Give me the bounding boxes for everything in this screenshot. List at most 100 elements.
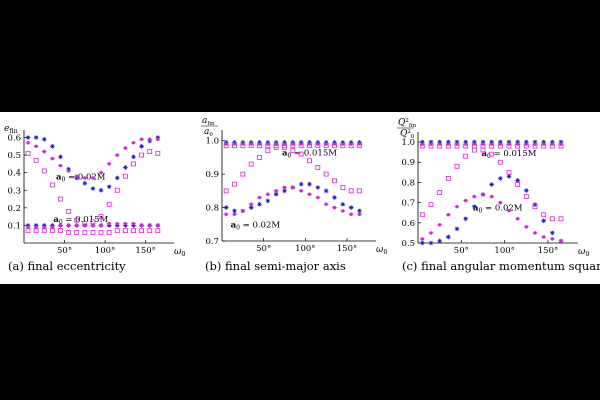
data-point-square: [315, 165, 321, 170]
data-point-square: [90, 230, 96, 235]
data-point-star: [332, 195, 337, 200]
data-point-square: [323, 143, 329, 149]
data-point-square: [74, 230, 80, 235]
caption-a: (a) final eccentricity: [8, 259, 126, 273]
data-point-square: [240, 171, 246, 177]
data-point-star: [446, 234, 451, 240]
data-point-square: [139, 152, 145, 158]
series-2: [25, 149, 161, 227]
data-point-star: [282, 188, 287, 194]
data-point-square: [437, 190, 443, 195]
data-point-square: [223, 143, 229, 149]
data-point-star: [98, 187, 104, 193]
y-tick-label: 0.7: [205, 237, 219, 247]
data-point-square: [58, 196, 63, 202]
data-point-star: [524, 188, 529, 193]
y-tick-label: 0.2: [7, 204, 21, 214]
series-4: [25, 221, 161, 229]
y-tick-label: 0.5: [7, 151, 21, 161]
data-point-star: [33, 135, 39, 140]
data-point-square: [223, 188, 229, 194]
data-point-square: [106, 201, 112, 207]
data-point-star: [550, 139, 555, 145]
y-axis-label: efin: [4, 124, 18, 135]
data-point-square: [98, 214, 104, 220]
data-point-square: [82, 230, 88, 235]
data-point-square: [66, 230, 72, 235]
data-point-star: [357, 208, 362, 214]
data-point-square: [307, 158, 312, 164]
data-point-square: [66, 208, 72, 214]
data-point-square: [348, 143, 354, 149]
series-2: [419, 147, 564, 222]
chart-0: 50° 100° 150° 0.1 0.2 0.3 0.4 0.5 0.6 ω0 efin a0 = …: [4, 124, 185, 258]
x-tick-label: 150°: [337, 244, 357, 254]
data-point-square: [323, 171, 329, 177]
data-point-star: [550, 230, 555, 236]
y-tick-label: 0.6: [7, 134, 21, 144]
data-point-square: [419, 143, 425, 149]
data-point-square: [155, 150, 161, 156]
y-tick-label: 0.6: [401, 219, 415, 229]
series-3: [420, 139, 564, 145]
data-point-star: [437, 139, 442, 145]
data-point-star: [131, 223, 136, 228]
data-point-square: [248, 143, 254, 149]
data-point-star: [340, 201, 346, 207]
data-point-square: [257, 143, 262, 149]
data-point-square: [541, 143, 547, 149]
data-point-square: [315, 143, 321, 149]
y-axis-label-denominator: Q20: [400, 129, 415, 140]
data-point-square: [265, 143, 271, 149]
x-tick-label: 100°: [494, 246, 514, 256]
data-point-star: [498, 139, 503, 145]
y-axis-label-numerator: afin: [202, 116, 215, 127]
x-axis-label: ω0: [578, 247, 589, 258]
data-point-star: [437, 238, 442, 244]
data-point-star: [524, 139, 529, 145]
data-point-square: [147, 228, 153, 234]
figure-panel: 50° 100° 150° 0.1 0.2 0.3 0.4 0.5 0.6 ω0 efin a0 = …: [0, 112, 600, 284]
data-point-square: [139, 228, 145, 234]
data-point-square: [232, 181, 237, 187]
data-point-star: [498, 176, 503, 181]
series-1: [223, 185, 362, 216]
data-point-square: [332, 143, 337, 149]
data-point-star: [123, 165, 128, 170]
data-point-square: [98, 230, 104, 235]
data-point-square: [445, 143, 451, 149]
series-annotation: a0 = 0.02M: [473, 204, 523, 215]
data-point-square: [445, 175, 451, 181]
data-point-star: [506, 139, 512, 145]
data-point-square: [58, 228, 63, 234]
data-point-square: [232, 143, 237, 149]
data-point-square: [332, 178, 337, 184]
y-tick-label: 0.1: [7, 221, 21, 231]
data-point-square: [541, 212, 547, 218]
data-point-star: [428, 139, 434, 145]
data-point-star: [541, 218, 546, 224]
data-point-square: [428, 202, 434, 208]
data-point-star: [532, 139, 538, 145]
series-5: [223, 143, 362, 149]
series-5: [25, 228, 161, 235]
series-1: [25, 137, 161, 180]
data-point-square: [298, 143, 304, 149]
data-point-star: [454, 226, 460, 232]
data-point-square: [489, 151, 495, 157]
data-point-square: [114, 228, 120, 234]
data-point-star: [420, 240, 425, 246]
data-point-star: [232, 208, 237, 214]
data-point-star: [106, 223, 112, 228]
data-point-star: [123, 223, 128, 228]
data-point-square: [532, 143, 538, 149]
data-point-square: [497, 159, 503, 165]
series-1: [419, 192, 564, 243]
data-point-star: [480, 139, 486, 145]
data-point-star: [298, 181, 304, 187]
y-tick-label: 1.0: [401, 138, 415, 148]
data-point-square: [265, 148, 271, 154]
data-point-star: [248, 205, 254, 210]
series-annotation: a0 = 0.02M: [56, 173, 106, 184]
data-point-star: [323, 188, 329, 194]
